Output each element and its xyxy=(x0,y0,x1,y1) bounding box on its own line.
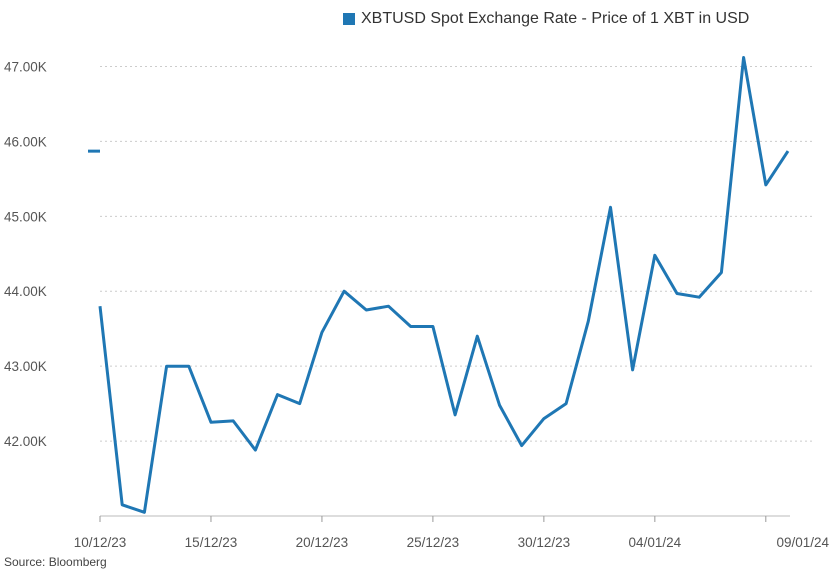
y-axis: 42.00K 43.00K 44.00K 45.00K 46.00K 47.00K xyxy=(4,59,47,449)
y-tick-label: 47.00K xyxy=(4,59,47,74)
x-tick-label: 30/12/23 xyxy=(518,535,571,550)
x-axis: 10/12/23 15/12/23 20/12/23 25/12/23 30/12/23… xyxy=(74,516,829,550)
legend: XBTUSD Spot Exchange Rate - Price of 1 X… xyxy=(343,10,749,28)
y-tick-label: 46.00K xyxy=(4,134,47,149)
x-tick-label: 04/01/24 xyxy=(629,535,682,550)
y-tick-label: 45.00K xyxy=(4,209,47,224)
legend-swatch xyxy=(343,13,355,25)
x-tick-label: 09/01/24 xyxy=(776,535,829,550)
series-line xyxy=(98,56,790,514)
source-note: Source: Bloomberg xyxy=(4,555,107,569)
y-tick-label: 42.00K xyxy=(4,434,47,449)
y-tick-label: 44.00K xyxy=(4,284,47,299)
legend-label: XBTUSD Spot Exchange Rate - Price of 1 X… xyxy=(361,10,750,27)
x-tick-label: 10/12/23 xyxy=(74,535,127,550)
x-tick-label: 15/12/23 xyxy=(185,535,238,550)
x-tick-label: 25/12/23 xyxy=(407,535,460,550)
gridlines xyxy=(100,65,812,442)
x-tick-label: 20/12/23 xyxy=(296,535,349,550)
y-tick-label: 43.00K xyxy=(4,359,47,374)
